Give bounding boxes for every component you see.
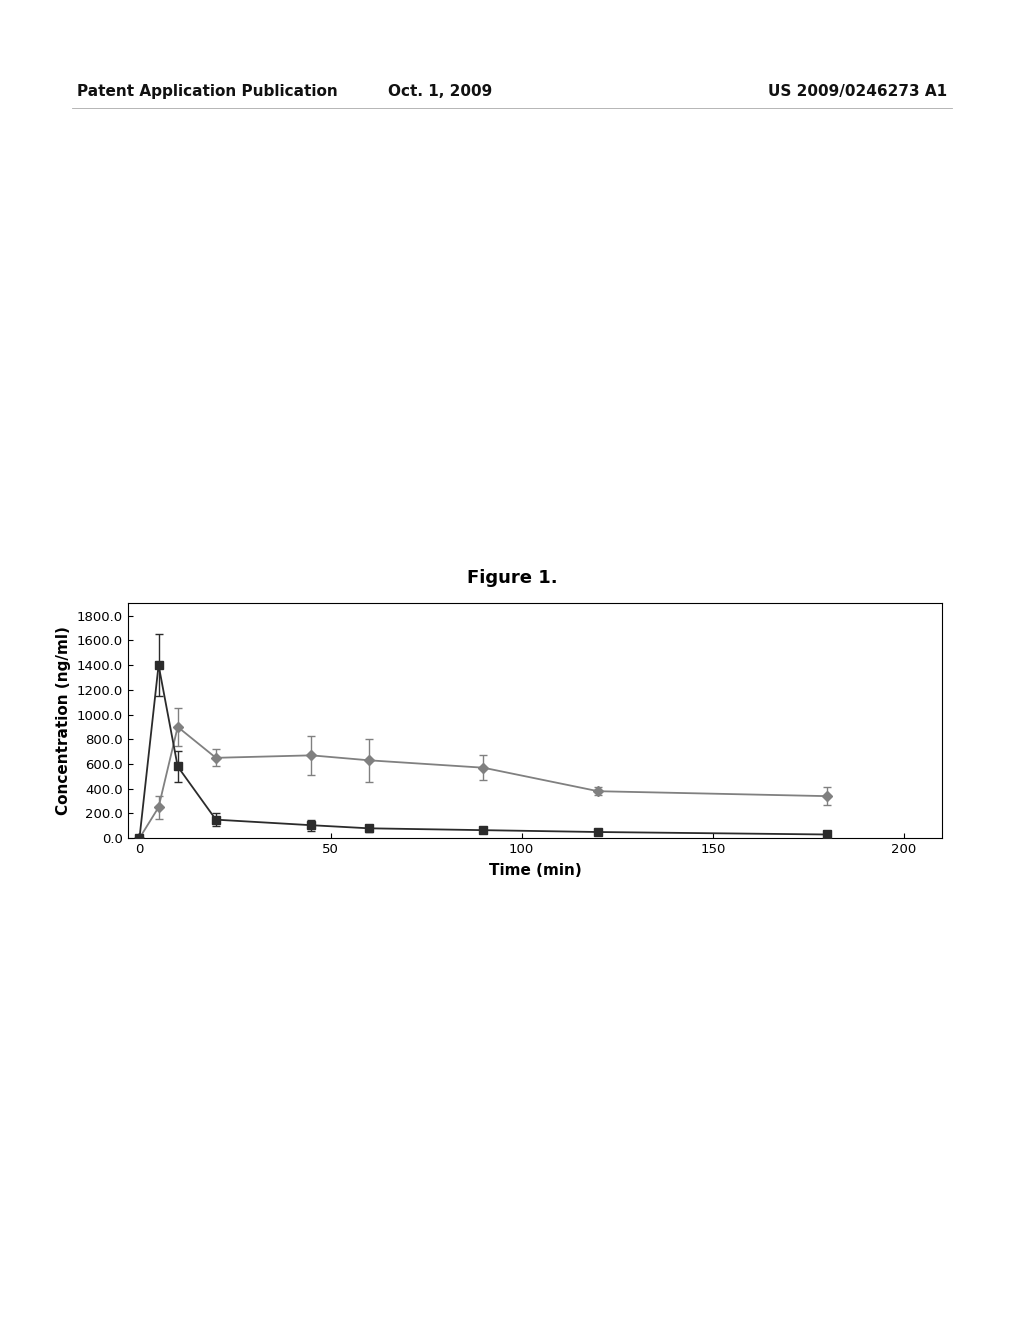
Text: Figure 1.: Figure 1. (467, 569, 557, 587)
Text: Oct. 1, 2009: Oct. 1, 2009 (388, 84, 493, 99)
Y-axis label: Concentration (ng/ml): Concentration (ng/ml) (56, 626, 72, 816)
Text: Patent Application Publication: Patent Application Publication (77, 84, 338, 99)
Text: US 2009/0246273 A1: US 2009/0246273 A1 (768, 84, 947, 99)
X-axis label: Time (min): Time (min) (488, 863, 582, 878)
